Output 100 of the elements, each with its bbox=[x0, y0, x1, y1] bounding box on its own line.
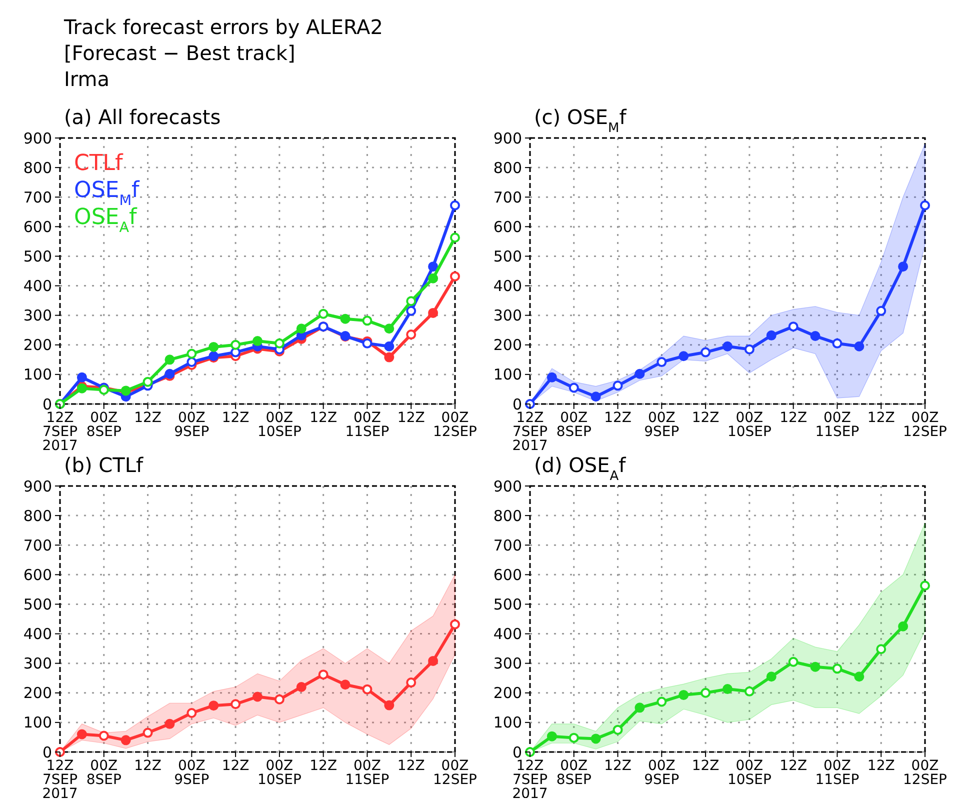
point bbox=[428, 273, 438, 284]
text: CTLf bbox=[74, 151, 124, 176]
text: Irma bbox=[64, 67, 110, 91]
x-tick-label: 00Z 12SEP bbox=[433, 410, 477, 440]
text: Track forecast errors by ALERA2 bbox=[63, 15, 383, 39]
x-tick-label: 12Z bbox=[780, 758, 808, 774]
y-tick-label: 500 bbox=[493, 595, 522, 614]
y-tick-label: 300 bbox=[23, 654, 52, 673]
y-tick-label: 400 bbox=[493, 277, 522, 296]
x-tick-label: 00Z 10SEP bbox=[257, 758, 302, 788]
point bbox=[634, 368, 645, 379]
x-tick-label: 00Z 9SEP bbox=[644, 758, 680, 788]
y-tick-label: 500 bbox=[23, 595, 52, 614]
x-tick-label: 00Z 9SEP bbox=[174, 410, 210, 440]
point bbox=[76, 729, 87, 740]
point bbox=[450, 619, 460, 630]
point bbox=[590, 392, 601, 402]
y-tick-label: 700 bbox=[23, 188, 52, 206]
x-tick-label: 00Z 8SEP bbox=[86, 410, 122, 440]
point bbox=[98, 730, 109, 741]
point bbox=[898, 621, 908, 632]
point bbox=[810, 331, 820, 342]
point bbox=[546, 731, 557, 742]
point bbox=[612, 380, 623, 391]
point bbox=[340, 680, 350, 690]
y-tick-label: 100 bbox=[493, 366, 522, 384]
x-tick-label: 00Z 11SEP bbox=[815, 410, 860, 440]
y-tick-label: 200 bbox=[493, 336, 522, 354]
y-tick-label: 900 bbox=[493, 477, 522, 496]
x-tick-label: 12Z bbox=[867, 758, 895, 774]
y-tick-label: 300 bbox=[23, 306, 52, 325]
point bbox=[810, 662, 820, 672]
y-tick-label: 300 bbox=[493, 654, 522, 673]
point bbox=[788, 322, 798, 332]
point bbox=[832, 664, 842, 674]
x-tick-label: 00Z 12SEP bbox=[903, 410, 947, 440]
y-tick-label: 600 bbox=[493, 566, 522, 584]
point bbox=[722, 341, 732, 352]
point bbox=[920, 200, 930, 210]
y-tick-label: 200 bbox=[493, 684, 522, 702]
point bbox=[876, 306, 886, 316]
point bbox=[766, 672, 776, 682]
x-tick-label: 00Z 11SEP bbox=[815, 758, 860, 788]
y-tick-label: 900 bbox=[23, 477, 52, 496]
point bbox=[832, 338, 842, 348]
x-tick-label: 12Z bbox=[134, 758, 162, 774]
point bbox=[362, 684, 372, 694]
y-tick-label: 500 bbox=[493, 247, 522, 266]
y-tick-label: 400 bbox=[493, 625, 522, 644]
point bbox=[384, 700, 394, 710]
x-tick-label: 12Z bbox=[397, 758, 425, 774]
point bbox=[428, 262, 438, 272]
y-tick-label: 100 bbox=[493, 714, 522, 732]
x-tick-label: 00Z 10SEP bbox=[257, 410, 302, 440]
x-tick-label: 12Z bbox=[604, 410, 632, 426]
y-tick-label: 700 bbox=[493, 188, 522, 206]
y-tick-label: 700 bbox=[23, 536, 52, 554]
point bbox=[876, 644, 886, 654]
x-tick-label: 00Z 10SEP bbox=[727, 410, 772, 440]
point bbox=[656, 696, 667, 707]
x-tick-label: 12Z bbox=[222, 410, 250, 426]
y-tick-label: 800 bbox=[23, 506, 52, 525]
point bbox=[230, 699, 241, 710]
x-tick-label: 12Z bbox=[310, 758, 338, 774]
x-tick-label: 12Z 7SEP 2017 bbox=[42, 758, 78, 802]
x-tick-label: 00Z 8SEP bbox=[556, 758, 592, 788]
text: OSE$_{A}$f bbox=[74, 205, 138, 236]
x-tick-label: 12Z bbox=[780, 410, 808, 426]
point bbox=[384, 341, 394, 352]
y-tick-label: 100 bbox=[23, 714, 52, 732]
point bbox=[164, 718, 175, 729]
point bbox=[744, 344, 754, 354]
x-tick-label: 12Z bbox=[692, 758, 720, 774]
x-tick-label: 00Z 12SEP bbox=[433, 758, 477, 788]
x-tick-label: 12Z 7SEP 2017 bbox=[42, 410, 78, 454]
chart-title: (c) OSE$_{M}$f bbox=[534, 105, 628, 136]
y-tick-label: 200 bbox=[23, 684, 52, 702]
point bbox=[546, 372, 557, 382]
y-tick-label: 900 bbox=[23, 129, 52, 148]
point bbox=[788, 656, 798, 667]
y-tick-label: 600 bbox=[23, 218, 52, 236]
y-tick-label: 700 bbox=[493, 536, 522, 554]
point bbox=[428, 656, 438, 666]
point bbox=[318, 670, 328, 680]
x-tick-label: 12Z bbox=[134, 410, 162, 426]
y-tick-label: 200 bbox=[23, 336, 52, 354]
point bbox=[568, 732, 579, 743]
chart-title: (b) CTLf bbox=[64, 453, 144, 477]
point bbox=[678, 351, 689, 362]
point bbox=[428, 308, 438, 318]
point bbox=[744, 686, 754, 696]
point bbox=[142, 728, 153, 738]
chart-title: (d) OSE$_{A}$f bbox=[534, 453, 627, 484]
y-tick-label: 500 bbox=[23, 247, 52, 266]
x-tick-label: 12Z bbox=[222, 758, 250, 774]
text: [Forecast − Best track] bbox=[64, 41, 296, 65]
point bbox=[678, 690, 689, 700]
x-tick-label: 00Z 8SEP bbox=[86, 758, 122, 788]
x-tick-label: 12Z bbox=[867, 410, 895, 426]
point bbox=[406, 330, 416, 340]
